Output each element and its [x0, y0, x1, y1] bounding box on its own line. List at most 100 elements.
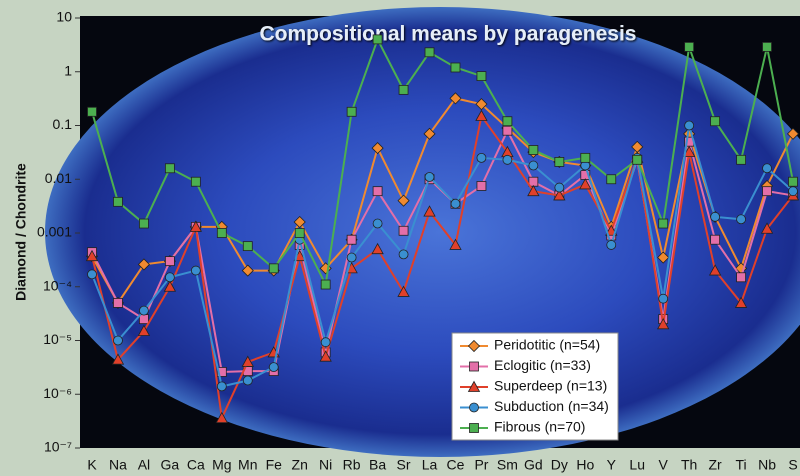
- data-point: [320, 279, 331, 290]
- y-tick-label: 0.1: [53, 116, 73, 132]
- data-point: [502, 125, 513, 136]
- data-point: [87, 269, 97, 280]
- x-tick-label: Ba: [369, 457, 386, 473]
- data-point: [658, 218, 669, 229]
- data-point: [139, 218, 149, 229]
- y-tick-label: 10⁻⁶: [43, 385, 72, 401]
- chart-title: Compositional means by paragenesis: [260, 23, 637, 46]
- data-point: [632, 154, 643, 165]
- x-tick-label: Sm: [497, 457, 518, 473]
- legend-label: Peridotitic (n=54): [494, 337, 600, 353]
- data-point: [320, 337, 331, 348]
- x-tick-label: Gd: [524, 457, 543, 473]
- data-point: [736, 154, 746, 165]
- data-point: [85, 249, 99, 262]
- legend: Peridotitic (n=54) Eclogitic (n=33) Superd…: [451, 332, 619, 441]
- data-point: [268, 362, 279, 372]
- data-point: [372, 34, 383, 45]
- data-point: [710, 116, 721, 127]
- data-point: [423, 205, 436, 217]
- data-point: [372, 186, 383, 197]
- x-tick-label: Na: [109, 457, 127, 473]
- data-point: [164, 256, 175, 267]
- data-point: [113, 196, 123, 207]
- data-point: [346, 106, 357, 117]
- data-point: [216, 381, 227, 392]
- data-point: [371, 242, 384, 255]
- data-point: [398, 84, 409, 95]
- x-tick-label: S: [788, 457, 797, 473]
- x-tick-label: Mn: [238, 457, 257, 473]
- legend-marker: [469, 423, 479, 433]
- data-point: [371, 142, 384, 155]
- x-tick-label: Lu: [629, 457, 645, 473]
- data-point: [684, 120, 695, 131]
- data-point: [215, 411, 228, 423]
- x-tick-label: Ca: [187, 457, 205, 473]
- y-tick-label: 10⁻⁵: [43, 331, 72, 347]
- data-point: [708, 264, 722, 276]
- series-line: [91, 36, 794, 288]
- data-point: [554, 157, 565, 167]
- data-point: [319, 350, 332, 362]
- data-point: [397, 194, 410, 207]
- data-point: [580, 152, 591, 163]
- data-point: [164, 272, 175, 283]
- x-tick-label: Zn: [292, 457, 308, 473]
- data-point: [450, 62, 461, 73]
- x-tick-label: Nb: [758, 457, 776, 473]
- x-tick-label: Zr: [709, 457, 723, 473]
- x-tick-label: Pr: [474, 457, 488, 473]
- data-point: [710, 234, 721, 245]
- legend-marker: [469, 361, 479, 372]
- data-point: [788, 176, 798, 187]
- x-tick-label: Y: [607, 457, 617, 473]
- data-point: [449, 92, 462, 105]
- legend-label: Superdeep (n=13): [494, 378, 607, 394]
- data-point: [137, 258, 150, 271]
- data-point: [139, 314, 149, 325]
- data-point: [502, 154, 513, 165]
- data-point: [528, 145, 539, 155]
- data-point: [528, 160, 539, 171]
- data-point: [736, 214, 746, 225]
- data-point: [398, 249, 409, 260]
- data-point: [424, 47, 435, 58]
- x-tick-label: Mg: [212, 457, 231, 473]
- x-tick-label: Ga: [161, 457, 180, 473]
- data-point: [450, 198, 461, 209]
- x-tick-label: Th: [681, 457, 697, 473]
- data-point: [139, 305, 149, 316]
- data-point: [579, 178, 592, 190]
- data-point: [163, 280, 177, 292]
- x-tick-label: Ce: [447, 457, 465, 473]
- x-tick-label: Sr: [397, 457, 411, 473]
- x-tick-label: Al: [138, 457, 150, 473]
- data-point: [736, 272, 746, 283]
- data-point: [658, 293, 669, 304]
- data-point: [424, 172, 435, 182]
- data-point: [734, 296, 748, 308]
- data-point: [216, 367, 227, 377]
- data-point: [190, 176, 201, 187]
- data-point: [606, 174, 617, 185]
- y-tick-label: 10⁻⁴: [43, 277, 72, 293]
- series-line: [91, 125, 794, 388]
- y-tick-label: 10: [56, 9, 72, 25]
- legend-marker: [467, 380, 481, 392]
- data-point: [242, 375, 253, 386]
- legend-label: Subduction (n=34): [494, 398, 609, 414]
- legend-marker: [467, 339, 481, 353]
- data-point: [423, 127, 436, 140]
- series-line: [91, 97, 794, 305]
- data-point: [502, 116, 513, 127]
- data-point: [476, 181, 487, 191]
- data-point: [346, 252, 357, 263]
- x-tick-label: V: [659, 457, 669, 473]
- data-point: [397, 285, 410, 297]
- data-point: [682, 145, 696, 157]
- x-tick-label: Fe: [266, 457, 283, 473]
- x-tick-label: Rb: [343, 457, 361, 473]
- series-line: [91, 113, 794, 422]
